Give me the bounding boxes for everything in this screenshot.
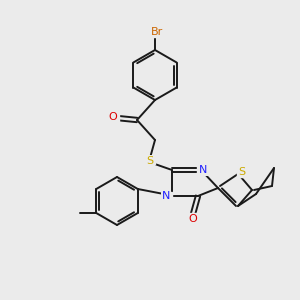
Bar: [150, 29, 164, 37]
Text: N: N: [162, 191, 170, 201]
Bar: [197, 166, 207, 174]
Bar: [188, 213, 198, 221]
Bar: [145, 156, 155, 164]
Bar: [109, 114, 119, 122]
Text: O: O: [189, 214, 197, 224]
Bar: [237, 169, 247, 177]
Text: Br: Br: [151, 27, 163, 37]
Text: S: S: [146, 156, 154, 166]
Text: N: N: [199, 165, 207, 175]
Text: O: O: [109, 112, 117, 122]
Bar: [162, 192, 172, 200]
Text: S: S: [238, 167, 246, 177]
